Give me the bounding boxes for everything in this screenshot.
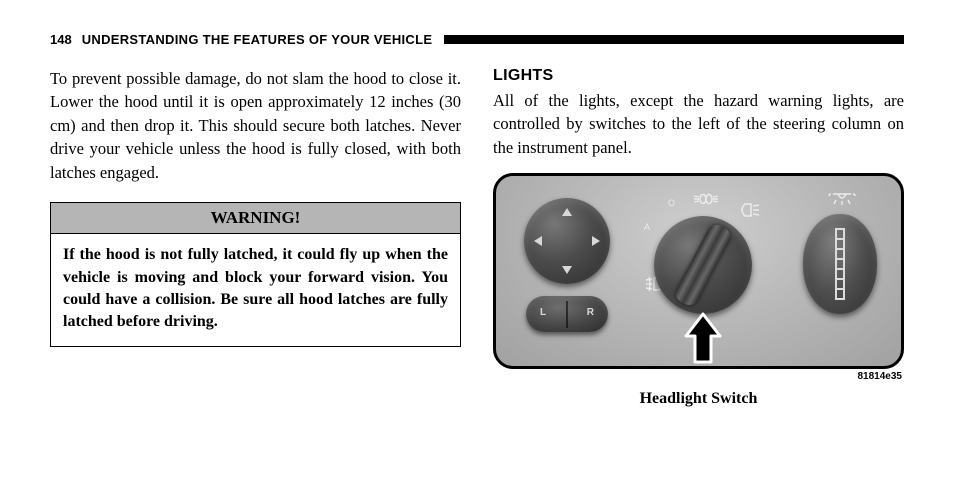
arrow-right-icon — [592, 236, 600, 246]
mirror-adjust-knob — [524, 198, 610, 284]
left-column: To prevent possible damage, do not slam … — [50, 67, 461, 408]
page-header: 148 UNDERSTANDING THE FEATURES OF YOUR V… — [50, 32, 904, 47]
dome-light-icon — [827, 190, 857, 206]
page-number: 148 — [50, 32, 72, 47]
headlight-rotary-knob — [654, 216, 752, 314]
lights-heading: LIGHTS — [493, 67, 904, 85]
warning-box: WARNING! If the hood is not fully latche… — [50, 202, 461, 347]
manual-page: 148 UNDERSTANDING THE FEATURES OF YOUR V… — [0, 0, 954, 500]
dimmer-thumbwheel — [803, 214, 877, 314]
headlight-knob-grip — [672, 222, 734, 309]
arrow-down-icon — [562, 266, 572, 274]
warning-title: WARNING! — [51, 203, 460, 234]
two-column-layout: To prevent possible damage, do not slam … — [50, 67, 904, 408]
mirror-left-label: L — [540, 307, 546, 318]
headlight-off-label: O — [668, 198, 675, 208]
header-rule — [444, 35, 904, 44]
dimmer-scale — [835, 228, 845, 300]
arrow-left-icon — [534, 236, 542, 246]
figure-id: 81814e35 — [493, 371, 904, 382]
headlight-auto-label: A — [644, 222, 650, 232]
callout-arrow-icon — [684, 312, 722, 364]
headlights-icon — [736, 202, 760, 218]
headlight-switch-figure: L R O A — [493, 173, 904, 408]
warning-body: If the hood is not fully latched, it cou… — [51, 234, 460, 346]
page-header-title: UNDERSTANDING THE FEATURES OF YOUR VEHIC… — [82, 32, 433, 47]
mirror-lr-selector: L R — [526, 296, 608, 332]
figure-caption: Headlight Switch — [493, 390, 904, 408]
right-column: LIGHTS All of the lights, except the haz… — [493, 67, 904, 408]
parking-lights-icon — [692, 192, 720, 206]
hood-paragraph: To prevent possible damage, do not slam … — [50, 67, 461, 184]
mirror-right-label: R — [587, 307, 594, 318]
lights-paragraph: All of the lights, except the hazard war… — [493, 89, 904, 159]
switch-panel-illustration: L R O A — [493, 173, 904, 369]
arrow-up-icon — [562, 208, 572, 216]
